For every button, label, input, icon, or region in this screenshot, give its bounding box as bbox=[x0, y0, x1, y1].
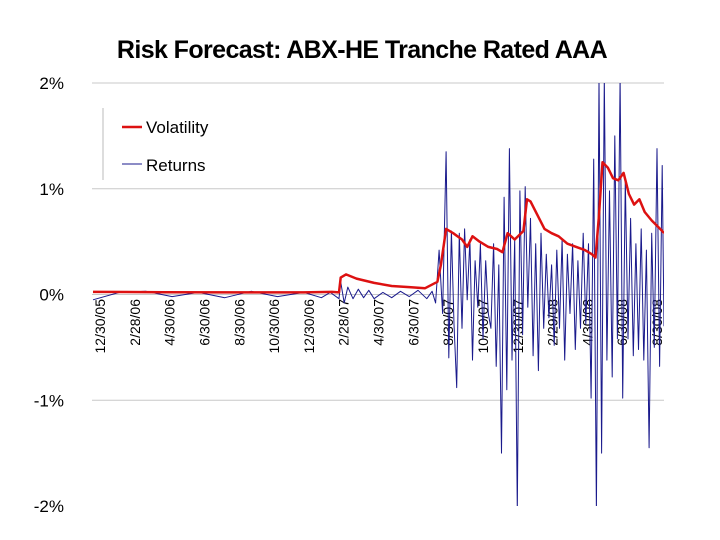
y-axis-ticks: 2% 1% 0% -1% -2% bbox=[34, 74, 64, 516]
legend-label-returns: Returns bbox=[146, 156, 206, 175]
chart-title: Risk Forecast: ABX-HE Tranche Rated AAA bbox=[117, 36, 608, 64]
series-line-returns bbox=[92, 83, 664, 506]
y-tick-label: 1% bbox=[39, 180, 64, 199]
x-tick-label: 6/30/06 bbox=[196, 299, 212, 346]
x-tick-label: 2/28/06 bbox=[127, 299, 143, 346]
x-tick-label: 12/30/05 bbox=[92, 299, 108, 354]
x-axis-ticks: 12/30/05 2/28/06 4/30/06 6/30/06 8/30/06 10/3… bbox=[92, 299, 665, 354]
y-tick-label: 0% bbox=[39, 286, 64, 305]
x-tick-label: 6/30/07 bbox=[405, 299, 421, 346]
x-tick-label: 4/30/08 bbox=[579, 299, 595, 346]
x-tick-label: 8/30/06 bbox=[231, 299, 247, 346]
x-tick-label: 2/28/07 bbox=[336, 299, 352, 346]
x-tick-label: 4/30/06 bbox=[162, 299, 178, 346]
series-line-volatility bbox=[92, 161, 664, 294]
y-tick-label: 2% bbox=[39, 74, 64, 93]
legend: Volatility Returns bbox=[102, 108, 209, 180]
x-tick-label: 8/30/08 bbox=[649, 299, 665, 346]
x-tick-label: 4/30/07 bbox=[371, 299, 387, 346]
y-tick-label: -1% bbox=[34, 391, 64, 410]
x-tick-label: 10/30/06 bbox=[266, 299, 282, 354]
x-tick-label: 12/30/06 bbox=[301, 299, 317, 354]
legend-label-volatility: Volatility bbox=[146, 118, 209, 137]
y-tick-label: -2% bbox=[34, 497, 64, 516]
series-lines bbox=[92, 83, 664, 506]
